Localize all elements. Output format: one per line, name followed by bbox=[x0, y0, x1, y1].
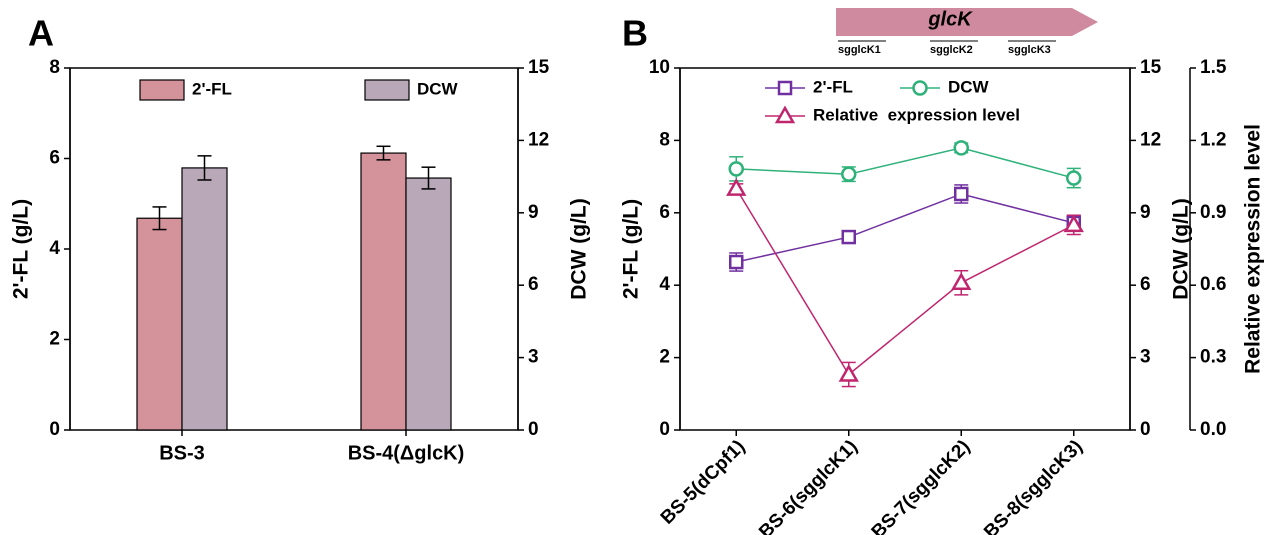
y-tick-label: 4 bbox=[659, 274, 670, 295]
marker bbox=[777, 80, 793, 96]
axis-label: DCW (g/L) bbox=[1170, 198, 1193, 299]
panel-label: A bbox=[28, 13, 54, 54]
bar bbox=[181, 167, 228, 431]
y-tick-label: 3 bbox=[1140, 347, 1151, 368]
marker bbox=[1063, 214, 1084, 233]
marker bbox=[774, 105, 796, 124]
marker bbox=[912, 80, 928, 96]
legend-label: 2'-FL bbox=[192, 79, 232, 98]
y-tick-label: 0 bbox=[1140, 419, 1151, 440]
y-tick-label: 6 bbox=[49, 148, 60, 169]
y-tick-label: 15 bbox=[528, 57, 550, 78]
y-tick-label: 0 bbox=[659, 419, 670, 440]
gene-arrow bbox=[836, 8, 1098, 36]
legend-label: DCW bbox=[417, 79, 459, 98]
y-tick-label: 0.3 bbox=[1200, 347, 1226, 368]
legend-label: Relative expression level bbox=[813, 105, 1020, 124]
y-tick-label: 4 bbox=[49, 238, 60, 259]
marker bbox=[838, 363, 859, 382]
y-tick-label: 8 bbox=[49, 57, 60, 78]
y-tick-label: 15 bbox=[1140, 57, 1162, 78]
y-tick-label: 6 bbox=[528, 274, 539, 295]
y-tick-label: 0.9 bbox=[1200, 202, 1226, 223]
marker bbox=[729, 254, 744, 270]
legend-label: 2'-FL bbox=[813, 77, 853, 96]
y-tick-label: 12 bbox=[528, 129, 549, 150]
marker bbox=[951, 272, 972, 291]
x-tick-label: BS-5(dCpf1) bbox=[657, 436, 749, 528]
series-line bbox=[735, 188, 1075, 376]
y-tick-label: 2 bbox=[659, 347, 670, 368]
gene-label: glcK bbox=[927, 8, 973, 30]
legend-swatch bbox=[364, 79, 410, 101]
y-tick-label: 1.2 bbox=[1200, 129, 1226, 150]
y-tick-label: 10 bbox=[649, 57, 670, 78]
marker bbox=[1066, 170, 1082, 186]
sg-label: sgglcK1 bbox=[838, 44, 881, 56]
sg-label: sgglcK3 bbox=[1008, 44, 1051, 56]
y-tick-label: 1.5 bbox=[1200, 57, 1227, 78]
sg-label: sgglcK2 bbox=[930, 44, 973, 56]
x-tick-label: BS-3 bbox=[159, 442, 205, 464]
y-tick-label: 6 bbox=[659, 202, 670, 223]
y-tick-label: 12 bbox=[1140, 129, 1161, 150]
y-tick-label: 3 bbox=[528, 347, 539, 368]
y-tick-label: 9 bbox=[1140, 202, 1151, 223]
bar bbox=[360, 152, 407, 431]
x-tick-label: BS-6(sgglcK1) bbox=[755, 436, 862, 535]
bar bbox=[136, 217, 183, 431]
marker bbox=[728, 161, 744, 177]
marker bbox=[841, 229, 856, 245]
y-tick-label: 2 bbox=[49, 329, 60, 350]
y-tick-label: 9 bbox=[528, 202, 539, 223]
y-tick-label: 0 bbox=[528, 419, 539, 440]
y-tick-label: 0.0 bbox=[1200, 419, 1226, 440]
x-tick-label: BS-8(sgglcK3) bbox=[980, 436, 1087, 535]
bar bbox=[405, 177, 452, 431]
marker bbox=[726, 178, 747, 196]
axis-label: 2'-FL (g/L) bbox=[620, 199, 643, 299]
marker bbox=[954, 186, 969, 202]
x-tick-label: BS-4(ΔglcK) bbox=[348, 442, 465, 464]
legend-label: DCW bbox=[948, 77, 990, 96]
y-tick-label: 8 bbox=[659, 129, 670, 150]
marker bbox=[841, 166, 857, 182]
y-tick-label: 6 bbox=[1140, 274, 1151, 295]
axis-label: DCW (g/L) bbox=[568, 198, 591, 299]
axis-label: 2'-FL (g/L) bbox=[10, 199, 33, 299]
series-line bbox=[736, 147, 1074, 179]
y-tick-label: 0 bbox=[49, 419, 60, 440]
axis-label: Relative expression level bbox=[1242, 124, 1265, 374]
legend-swatch bbox=[139, 79, 185, 101]
panel-label: B bbox=[622, 13, 648, 54]
marker bbox=[953, 140, 969, 156]
x-tick-label: BS-7(sgglcK2) bbox=[868, 436, 975, 535]
series-line bbox=[736, 193, 1074, 263]
y-tick-label: 0.6 bbox=[1200, 274, 1226, 295]
